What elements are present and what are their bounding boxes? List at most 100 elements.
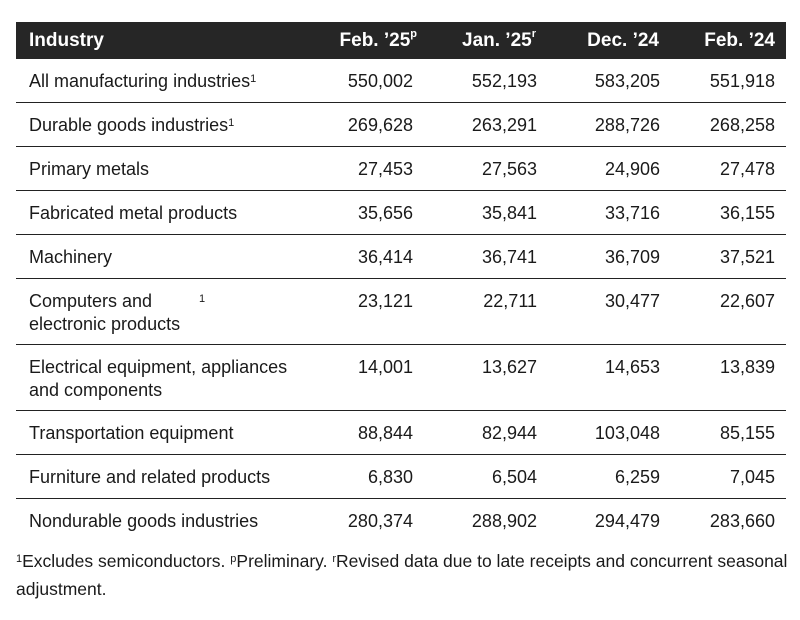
value-text: 551,918: [709, 71, 775, 91]
industry-label: Durable goods industries: [29, 115, 229, 135]
column-header-label: Feb. ’24: [704, 29, 775, 51]
table-row: Furniture and related products 6,830 6,504…: [16, 454, 786, 499]
column-header-label: Feb. ’25: [339, 29, 411, 51]
column-header: Feb. ’24: [672, 22, 786, 59]
value-cell: 88,844: [316, 410, 422, 455]
value-text: 550,002: [347, 71, 413, 91]
value-text: 552,193: [471, 71, 537, 91]
value-cell: 552,193: [422, 59, 548, 103]
header-row: Industry Feb. ’25p Jan. ’25r Dec. ’24 Feb. ’…: [16, 22, 786, 59]
column-header-label: Dec. ’24: [587, 29, 659, 51]
value-text: 88,844: [357, 423, 413, 443]
value-cell: 27,563: [422, 146, 548, 191]
table-row: Machinery 36,414 36,741 36,709 37,521: [16, 234, 786, 279]
industry-cell: Primary metals: [16, 146, 316, 191]
industry-label: Electrical equipment, appliances and com…: [29, 357, 288, 400]
column-header-label: Industry: [29, 29, 104, 51]
value-cell: 35,656: [316, 190, 422, 235]
industry-cell: Fabricated metal products: [16, 190, 316, 235]
value-text: 13,627: [481, 357, 537, 377]
industry-cell: Furniture and related products: [16, 454, 316, 499]
value-cell: 37,521: [672, 234, 786, 279]
value-cell: 583,205: [548, 59, 672, 103]
value-cell: 22,607: [672, 278, 786, 345]
value-text: 22,711: [483, 291, 537, 311]
value-text: 6,259: [614, 467, 660, 487]
value-cell: 27,478: [672, 146, 786, 191]
industry-cell: Computers and electronic products 1: [16, 278, 316, 345]
value-cell: 268,258: [672, 102, 786, 147]
value-text: 36,414: [357, 247, 413, 267]
value-text: 268,258: [709, 115, 775, 135]
column-header: Feb. ’25p: [316, 22, 422, 59]
value-cell: 288,902: [422, 499, 548, 543]
value-text: 23,121: [357, 291, 413, 311]
footnote-marker: p: [230, 553, 237, 565]
value-text: 33,716: [604, 203, 660, 223]
industry-label: Computers and electronic products: [29, 291, 181, 334]
value-text: 35,841: [481, 203, 537, 223]
industry-cell: Transportation equipment: [16, 410, 316, 455]
industry-cell: Durable goods industries1: [16, 102, 316, 147]
column-header: Industry: [16, 22, 316, 59]
value-text: 82,944: [481, 423, 537, 443]
value-cell: 36,709: [548, 234, 672, 279]
value-text: 35,656: [357, 203, 413, 223]
value-cell: 551,918: [672, 59, 786, 103]
industry-label: All manufacturing industries: [29, 71, 251, 91]
value-text: 294,479: [594, 511, 660, 531]
value-text: 36,155: [719, 203, 775, 223]
value-text: 7,045: [729, 467, 775, 487]
footnote-text: Excludes semiconductors.: [22, 551, 231, 571]
table-row: All manufacturing industries1 550,002 552,…: [16, 59, 786, 103]
industry-cell: Machinery: [16, 234, 316, 279]
table-row: Fabricated metal products 35,656 35,841 33,…: [16, 190, 786, 235]
value-cell: 7,045: [672, 454, 786, 499]
column-header-sup: r: [531, 27, 536, 40]
industry-cell: Electrical equipment, appliances and com…: [16, 344, 316, 411]
industry-cell: Nondurable goods industries: [16, 499, 316, 543]
value-cell: 13,627: [422, 344, 548, 411]
value-text: 36,709: [604, 247, 660, 267]
value-text: 283,660: [709, 511, 775, 531]
value-cell: 35,841: [422, 190, 548, 235]
industry-label: Fabricated metal products: [29, 203, 238, 223]
value-cell: 288,726: [548, 102, 672, 147]
column-header-sup: p: [410, 27, 417, 40]
value-text: 30,477: [604, 291, 660, 311]
industry-sup: 1: [228, 117, 235, 129]
table-row: Primary metals 27,453 27,563 24,906 27,478: [16, 146, 786, 191]
table-row: Durable goods industries1 269,628 263,291 2…: [16, 102, 786, 147]
value-cell: 36,414: [316, 234, 422, 279]
value-cell: 36,155: [672, 190, 786, 235]
value-text: 280,374: [347, 511, 413, 531]
industry-label: Primary metals: [29, 159, 150, 179]
value-cell: 30,477: [548, 278, 672, 345]
column-header: Dec. ’24: [548, 22, 672, 59]
value-cell: 27,453: [316, 146, 422, 191]
value-cell: 550,002: [316, 59, 422, 103]
industry-label: Nondurable goods industries: [29, 511, 259, 531]
value-text: 22,607: [719, 291, 775, 311]
industry-label: Transportation equipment: [29, 423, 234, 443]
value-cell: 269,628: [316, 102, 422, 147]
value-cell: 6,504: [422, 454, 548, 499]
footnote-text: Revised data due to late receipts and co…: [16, 551, 788, 599]
manufacturing-data-table: Industry Feb. ’25p Jan. ’25r Dec. ’24 Feb. ’…: [16, 22, 786, 542]
table-row: Transportation equipment 88,844 82,944 103,…: [16, 410, 786, 455]
value-text: 27,453: [357, 159, 413, 179]
value-text: 37,521: [719, 247, 775, 267]
value-cell: 103,048: [548, 410, 672, 455]
value-cell: 36,741: [422, 234, 548, 279]
value-text: 6,504: [491, 467, 537, 487]
value-text: 85,155: [719, 423, 775, 443]
value-text: 27,563: [481, 159, 537, 179]
value-text: 6,830: [367, 467, 413, 487]
industry-sup: 1: [250, 73, 257, 85]
value-text: 14,653: [604, 357, 660, 377]
value-text: 583,205: [594, 71, 660, 91]
table-row: Electrical equipment, appliances and com…: [16, 344, 786, 411]
table-row: Nondurable goods industries 280,374 288,90…: [16, 499, 786, 543]
footnote: 1Excludes semiconductors. pPreliminary. …: [16, 547, 791, 603]
value-cell: 280,374: [316, 499, 422, 543]
